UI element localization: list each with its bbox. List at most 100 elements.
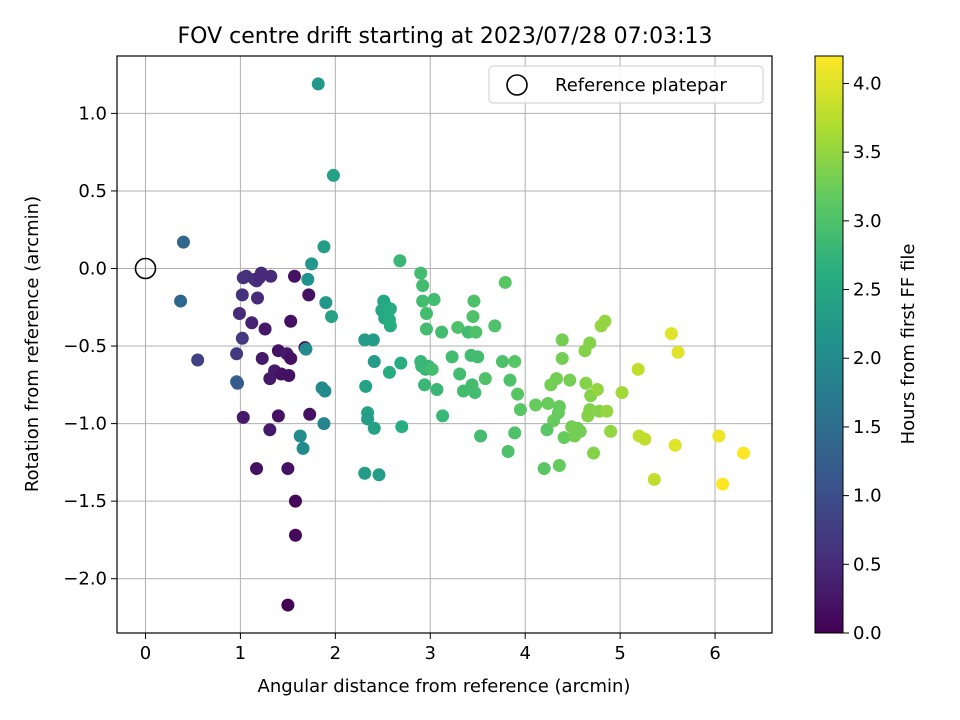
data-point — [395, 420, 409, 434]
data-point — [176, 235, 190, 249]
data-point — [555, 351, 569, 365]
data-point — [604, 424, 618, 438]
data-point — [587, 446, 601, 460]
x-axis: 0 1 2 3 4 5 6 — [140, 633, 721, 664]
data-point — [664, 327, 678, 341]
data-point — [305, 257, 319, 271]
data-point — [529, 398, 543, 412]
data-point — [301, 272, 315, 286]
chart-title: FOV centre drift starting at 2023/07/28 … — [178, 24, 713, 49]
colorbar-tick-label: 3.0 — [853, 211, 882, 232]
legend-reference-marker — [506, 74, 528, 96]
data-point — [615, 386, 629, 400]
data-point — [367, 421, 381, 435]
data-point — [552, 458, 566, 472]
data-point — [445, 350, 459, 364]
y-tick-label: −1.5 — [63, 491, 107, 512]
data-point — [501, 445, 515, 459]
data-point — [250, 291, 264, 305]
data-point — [647, 472, 661, 486]
data-point — [579, 376, 593, 390]
data-point — [236, 410, 250, 424]
data-point — [296, 441, 310, 455]
data-point — [488, 319, 502, 333]
data-point — [245, 316, 259, 330]
data-point — [552, 400, 566, 414]
colorbar-tick-label: 2.5 — [853, 280, 882, 301]
data-point — [416, 279, 430, 293]
data-point — [469, 325, 483, 339]
data-point — [366, 333, 380, 347]
data-point — [293, 429, 307, 443]
data-point — [425, 362, 439, 376]
data-point — [419, 322, 433, 336]
data-point — [590, 382, 604, 396]
data-point — [495, 355, 509, 369]
colorbar-label: Hours from first FF file — [898, 244, 919, 445]
plot-frame — [116, 55, 773, 634]
data-point — [540, 423, 554, 437]
reference-platepar-marker — [134, 257, 157, 280]
colorbar-tick-label: 4.0 — [853, 73, 882, 94]
data-point — [555, 333, 569, 347]
data-point — [511, 387, 525, 401]
x-tick-label: 6 — [709, 643, 720, 664]
data-point — [288, 494, 302, 508]
data-point — [367, 355, 381, 369]
legend-box — [488, 65, 764, 104]
data-point — [372, 468, 386, 482]
data-point — [418, 378, 432, 392]
data-point — [317, 417, 331, 431]
data-point — [311, 77, 325, 91]
colorbar-tick-label: 2.0 — [853, 348, 882, 369]
data-point — [557, 431, 571, 445]
data-point — [282, 369, 296, 383]
data-point — [671, 345, 685, 359]
y-tick-label: −2.0 — [63, 569, 107, 590]
data-point — [318, 384, 332, 398]
data-point — [468, 386, 482, 400]
colorbar-tick-label: 3.5 — [853, 142, 882, 163]
data-point — [235, 331, 249, 345]
y-tick-label: −0.5 — [63, 336, 107, 357]
colorbar: 0.0 0.5 1.0 1.5 2.0 2.5 3.0 3.5 4.0 Hours from f… — [814, 55, 919, 644]
colorbar-tick-label: 1.0 — [853, 486, 882, 507]
data-point — [255, 351, 269, 365]
y-axis: 1.0 0.5 0.0 −0.5 −1.0 −1.5 −2.0 — [63, 103, 117, 590]
data-point — [382, 365, 396, 379]
data-point — [737, 446, 751, 460]
data-point — [263, 423, 277, 437]
data-point — [288, 269, 302, 283]
data-point — [631, 362, 645, 376]
data-point — [583, 336, 597, 350]
data-point — [303, 407, 317, 421]
data-point — [393, 254, 407, 268]
data-point — [174, 294, 188, 308]
data-point — [281, 598, 295, 612]
data-point — [712, 429, 726, 443]
data-point — [427, 293, 441, 307]
data-point — [284, 351, 298, 365]
legend: Reference platepar — [488, 65, 764, 104]
colorbar-tick-label: 0.5 — [853, 554, 882, 575]
data-point — [537, 462, 551, 476]
data-point — [503, 373, 517, 387]
data-point — [474, 429, 488, 443]
data-point — [541, 396, 555, 410]
data-point — [466, 310, 480, 324]
data-point — [638, 432, 652, 446]
data-points — [174, 77, 751, 612]
data-point — [235, 288, 249, 302]
data-point — [383, 319, 397, 333]
x-tick-label: 5 — [614, 643, 625, 664]
data-point — [453, 367, 467, 381]
data-point — [598, 314, 612, 328]
data-point — [416, 294, 430, 308]
data-point — [394, 356, 408, 370]
x-tick-label: 0 — [140, 643, 151, 664]
data-point — [498, 275, 512, 289]
y-axis-label: Rotation from reference (arcmin) — [22, 196, 43, 492]
x-axis-label: Angular distance from reference (arcmin) — [258, 676, 631, 697]
data-point — [600, 404, 614, 418]
